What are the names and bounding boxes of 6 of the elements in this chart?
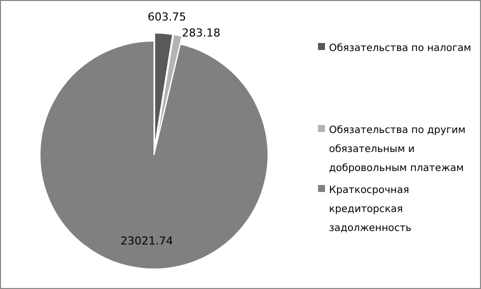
legend-label: Обязательства по другим обязательным и добровольным платежам [329, 125, 466, 174]
legend-label: Краткосрочная кредиторская задолженность [329, 185, 412, 234]
data-label: 23021.74 [120, 234, 173, 248]
legend-label: Обязательства по налогам [329, 43, 472, 54]
data-label: 283.18 [182, 26, 220, 40]
data-label: 603.75 [148, 10, 186, 24]
